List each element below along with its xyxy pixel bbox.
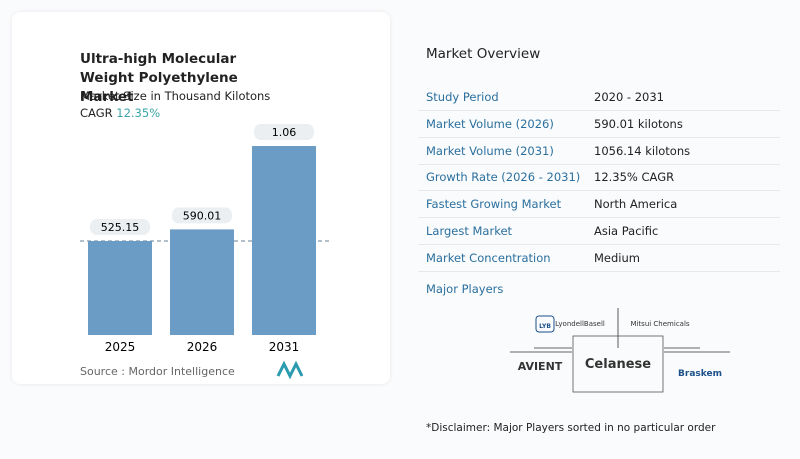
overview-row: Study Period 2020 - 2031	[418, 84, 780, 111]
chart: 525.15 2025 590.01 2026 1.06 2031	[80, 124, 330, 380]
row-label: Fastest Growing Market	[426, 197, 562, 212]
grid-lines	[510, 308, 730, 393]
logo-mark: LYB	[539, 323, 551, 330]
value-label-box	[90, 219, 150, 236]
bar	[88, 241, 152, 335]
row-label: Market Volume (2031)	[426, 143, 554, 158]
major-players-title: Major Players	[426, 282, 504, 296]
row-value: North America	[594, 197, 678, 212]
row-value: Medium	[594, 250, 640, 265]
player-logo: Braskem	[678, 369, 722, 379]
row-value: 590.01 kilotons	[594, 116, 683, 131]
brand-logo	[276, 360, 304, 380]
chart-subtitle: Market Size in Thousand Kilotons	[80, 89, 271, 103]
x-tick-label: 2026	[187, 340, 218, 354]
row-label: Growth Rate (2026 - 2031)	[426, 170, 581, 185]
row-label: Market Volume (2026)	[426, 116, 554, 131]
overview-row: Growth Rate (2026 - 2031) 12.35% CAGR	[418, 164, 780, 192]
bar	[170, 229, 234, 335]
overview-row: Largest Market Asia Pacific	[418, 218, 780, 245]
row-label: Largest Market	[426, 224, 513, 238]
x-tick-label: 2025	[105, 340, 136, 354]
row-value: Asia Pacific	[594, 224, 659, 238]
logo-shape	[276, 360, 304, 380]
source: Source : Mordor Intelligence	[80, 365, 235, 378]
overview-row: Market Volume (2026) 590.01 kilotons	[418, 111, 780, 138]
overview-title: Market Overview	[426, 46, 541, 62]
player-logo: Celanese	[585, 357, 651, 372]
value-label-box	[254, 124, 314, 140]
logo-badge	[535, 315, 555, 333]
row-value: 12.35% CAGR	[594, 170, 675, 185]
row-label: Study Period	[426, 90, 499, 104]
cagr-label: CAGR	[80, 106, 113, 120]
value-label: 525.15	[101, 221, 140, 234]
value-label: 1.06	[272, 126, 297, 139]
row-label: Market Concentration	[426, 250, 551, 265]
value-label-box	[172, 207, 232, 224]
overview-row: Fastest Growing Market North America	[418, 191, 780, 219]
player-logo: AVIENT	[518, 360, 563, 373]
bar	[252, 146, 316, 335]
cagr: CAGR 12.35%	[80, 106, 160, 120]
player-logo: LyondellBasell	[555, 320, 605, 328]
player-logo: Mitsui Chemicals	[630, 320, 689, 328]
overview-row: Market Volume (2031) 1056.14 kilotons	[418, 138, 780, 165]
cagr-value: 12.35%	[116, 106, 161, 120]
x-tick-label: 2031	[269, 340, 300, 354]
value-label: 590.01	[183, 209, 222, 222]
chart-title: Ultra-high Molecular Weight Polyethylene…	[80, 51, 238, 105]
row-value: 2020 - 2031	[594, 90, 664, 104]
players-grid: LYB LyondellBasell Mitsui Chemicals AVIENT C…	[510, 308, 730, 393]
overview-row: Market Concentration Medium	[418, 245, 780, 272]
disclaimer: *Disclaimer: Major Players sorted in no …	[426, 422, 716, 434]
row-value: 1056.14 kilotons	[594, 143, 691, 158]
